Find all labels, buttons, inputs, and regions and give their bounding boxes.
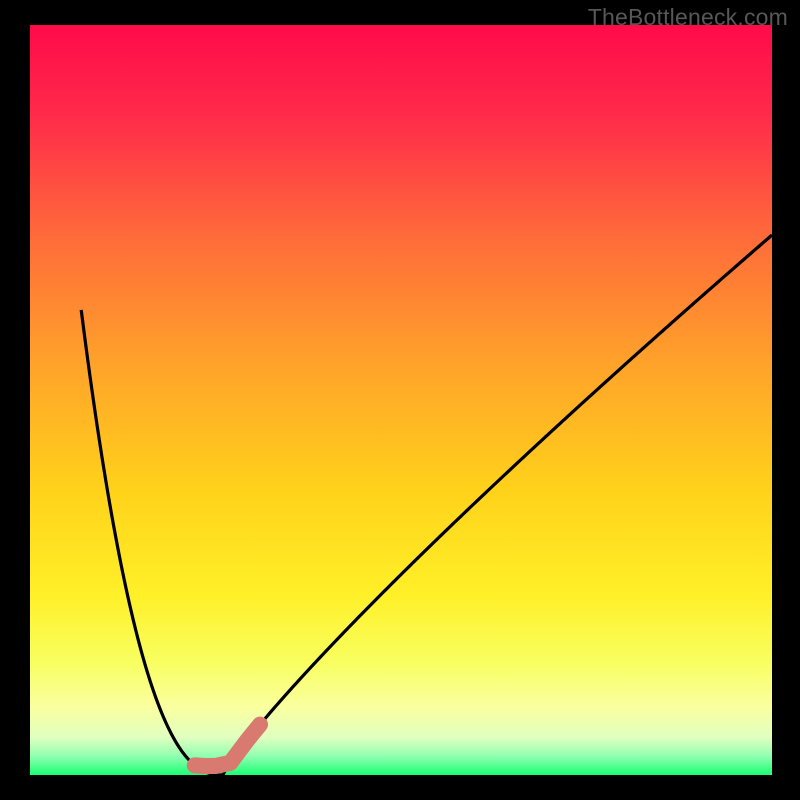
watermark-text: TheBottleneck.com [588, 4, 788, 31]
plot-background [30, 25, 772, 775]
chart-stage: TheBottleneck.com [0, 0, 800, 800]
chart-svg [0, 0, 800, 800]
